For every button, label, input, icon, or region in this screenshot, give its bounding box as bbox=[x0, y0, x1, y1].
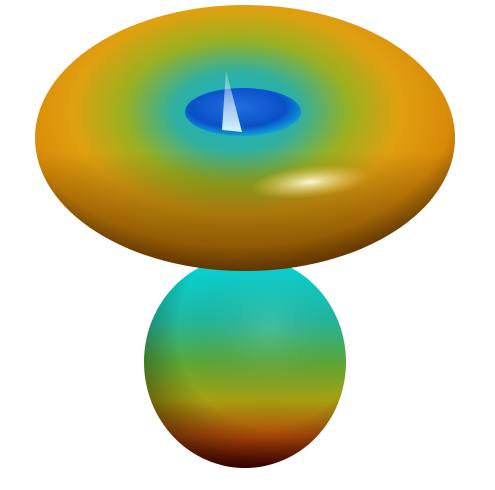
torus-highlight bbox=[250, 164, 370, 200]
lower-lobe bbox=[144, 256, 346, 468]
torus-shade bbox=[35, 5, 455, 271]
hole-streak bbox=[222, 70, 242, 132]
lobe-shade bbox=[144, 256, 346, 468]
torus bbox=[35, 5, 455, 271]
torus-hole bbox=[185, 88, 301, 136]
